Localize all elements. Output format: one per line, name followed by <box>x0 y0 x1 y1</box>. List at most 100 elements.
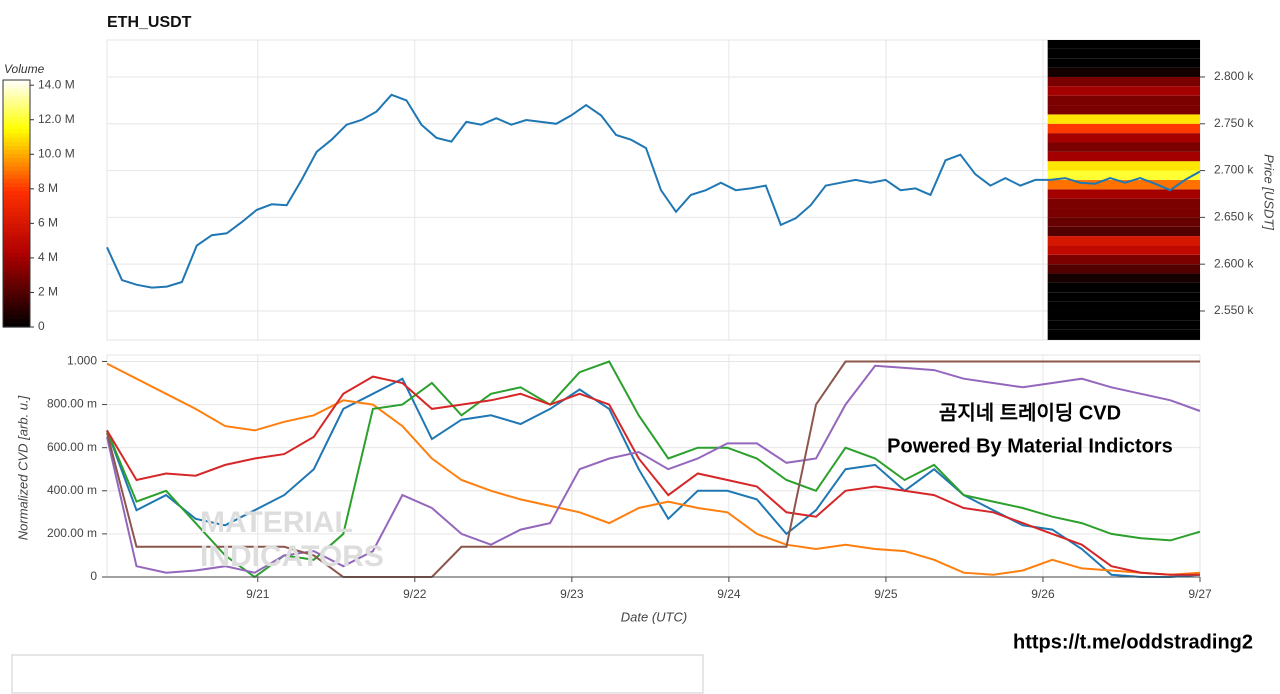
data-line <box>106 360 1201 579</box>
colorbar-segment <box>3 129 30 135</box>
colorbar-segment <box>3 236 30 242</box>
y-tick-label: 2.800 k <box>1214 69 1254 83</box>
heatmap-cell <box>1047 264 1200 274</box>
footer-link: https://t.me/oddstrading2 <box>1013 631 1253 653</box>
colorbar-segment <box>3 141 30 147</box>
heatmap-cell <box>1047 67 1200 77</box>
x-tick-label: 9/23 <box>560 587 584 601</box>
heatmap-cell <box>1047 76 1200 87</box>
x-tick-label: 9/22 <box>403 587 427 601</box>
colorbar-segment <box>3 314 30 320</box>
heatmap-cell <box>1047 236 1200 246</box>
data-line <box>106 93 1201 289</box>
colorbar-segment <box>3 100 30 106</box>
colorbar-segment <box>3 211 30 217</box>
colorbar-segment <box>3 302 30 308</box>
colorbar-segment <box>3 166 30 172</box>
colorbar-segment <box>3 149 30 155</box>
data-line <box>106 360 1200 578</box>
colorbar-segment <box>3 84 30 89</box>
colorbar-segment <box>3 92 30 98</box>
colorbar-segment <box>3 158 30 163</box>
x-tick-label: 9/21 <box>246 587 270 601</box>
heatmap-cell <box>1047 58 1200 68</box>
colorbar-segment <box>3 294 30 299</box>
y-tick-label: 600.00 m <box>47 440 97 454</box>
heatmap-cell <box>1047 320 1200 330</box>
colorbar-segment <box>3 195 30 200</box>
colorbar-segment <box>3 154 30 159</box>
colorbar-segment <box>3 252 30 258</box>
heatmap-cell <box>1047 123 1200 134</box>
colorbar-segment <box>3 117 30 122</box>
colorbar-segment <box>3 178 30 184</box>
x-tick-label: 9/25 <box>874 587 898 601</box>
heatmap-cell <box>1047 282 1200 293</box>
heatmap-cell <box>1047 226 1200 237</box>
colorbar-segment <box>3 306 30 312</box>
heatmap-cell <box>1047 310 1200 321</box>
colorbar-segment <box>3 265 30 270</box>
colorbar-segment <box>3 322 30 328</box>
annotation: 곰지네 트레이딩 CVD <box>939 401 1121 424</box>
colorbar-segment <box>3 285 30 291</box>
y-tick-label: 2.750 k <box>1214 116 1254 130</box>
heatmap-cell <box>1047 198 1200 209</box>
colorbar-segment <box>3 174 30 180</box>
colorbar-segment <box>3 203 30 209</box>
y-tick-label: 400.00 m <box>47 483 97 497</box>
colorbar-segment <box>3 318 30 324</box>
colorbar-tick-label: 4 M <box>38 250 58 264</box>
colorbar-segment <box>3 199 30 205</box>
annotation: Powered By Material Indictors <box>887 435 1173 457</box>
heatmap-cell <box>1047 40 1200 49</box>
x-axis-label: Date (UTC) <box>621 609 687 624</box>
heatmap-cell <box>1047 151 1200 162</box>
heatmap-cell <box>1047 245 1200 255</box>
heatmap-cell <box>1047 301 1200 311</box>
y-axis-label: Price [USDT] <box>1262 154 1277 230</box>
colorbar-segment <box>3 215 30 221</box>
heatmap-cell <box>1047 189 1200 199</box>
colorbar-segment <box>3 224 30 229</box>
colorbar-segment <box>3 133 30 139</box>
heatmap-fill <box>1047 339 1200 340</box>
heatmap-cell <box>1047 208 1200 218</box>
colorbar-segment <box>3 182 30 188</box>
heatmap-cell <box>1047 48 1200 59</box>
colorbar-segment <box>3 310 30 316</box>
heatmap-cell <box>1047 329 1200 340</box>
heatmap-cell <box>1047 254 1200 265</box>
y-axis-label: Normalized CVD [arb. u.] <box>15 395 30 540</box>
colorbar-segment <box>3 191 30 196</box>
heatmap-cell <box>1047 95 1200 106</box>
colorbar-segment <box>3 244 30 250</box>
heatmap-cell <box>1047 114 1200 124</box>
colorbar-segment <box>3 207 30 213</box>
colorbar-segment <box>3 104 30 110</box>
data-line <box>106 364 1201 574</box>
watermark: MATERIAL <box>200 506 353 539</box>
data-line <box>106 362 1201 576</box>
heatmap-cell <box>1047 179 1200 190</box>
colorbar-segment <box>3 145 30 151</box>
watermark: INDICATORS <box>200 540 384 573</box>
colorbar-segment <box>3 289 30 295</box>
colorbar-tick-label: 14.0 M <box>38 77 75 91</box>
colorbar-segment <box>3 80 30 85</box>
y-tick-label: 200.00 m <box>47 526 97 540</box>
y-tick-label: 2.700 k <box>1214 163 1254 177</box>
colorbar-segment <box>3 257 30 262</box>
colorbar-segment <box>3 261 30 266</box>
colorbar-label: Volume <box>4 62 45 76</box>
colorbar-segment <box>3 281 30 287</box>
y-tick-label: 2.600 k <box>1214 256 1254 270</box>
colorbar-segment <box>3 269 30 275</box>
heatmap-cell <box>1047 273 1200 283</box>
x-tick-label: 9/27 <box>1188 587 1212 601</box>
y-tick-label: 1.000 <box>67 354 97 368</box>
heatmap-cell <box>1047 170 1200 180</box>
plot-area <box>106 354 1201 578</box>
colorbar-segment <box>3 125 30 130</box>
